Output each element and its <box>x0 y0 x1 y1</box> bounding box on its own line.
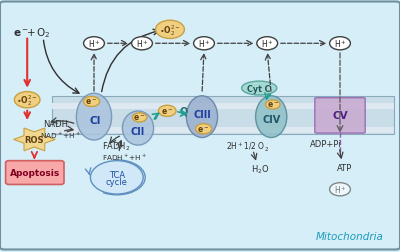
Ellipse shape <box>256 96 287 138</box>
Text: O$_2$: O$_2$ <box>36 26 50 40</box>
Text: Q: Q <box>179 106 188 116</box>
Circle shape <box>84 38 104 51</box>
FancyBboxPatch shape <box>315 98 365 134</box>
Circle shape <box>194 38 214 51</box>
Text: e$^-$: e$^-$ <box>161 107 173 116</box>
Circle shape <box>14 92 40 108</box>
Circle shape <box>257 38 278 51</box>
Text: Cyt C: Cyt C <box>248 84 271 93</box>
Circle shape <box>132 38 152 51</box>
Text: H$^+$: H$^+$ <box>261 38 274 50</box>
Text: H$^+$: H$^+$ <box>88 38 100 50</box>
Text: +: + <box>27 28 36 38</box>
Circle shape <box>266 101 280 110</box>
Text: NADH: NADH <box>44 119 68 129</box>
Text: FADH$_2$: FADH$_2$ <box>102 140 130 153</box>
Circle shape <box>84 97 100 107</box>
Bar <box>52 97 394 135</box>
Bar <box>52 127 394 134</box>
Text: ATP: ATP <box>337 163 352 172</box>
Circle shape <box>196 124 212 134</box>
Text: e$^-$: e$^-$ <box>134 113 146 123</box>
FancyBboxPatch shape <box>0 3 400 249</box>
Polygon shape <box>14 129 55 151</box>
Text: ADP+Pi: ADP+Pi <box>310 139 342 148</box>
Text: $\bullet$O$_2^{2-}$: $\bullet$O$_2^{2-}$ <box>159 23 181 38</box>
Text: H$^+$: H$^+$ <box>334 184 346 195</box>
Text: CIII: CIII <box>193 110 211 120</box>
Text: CII: CII <box>131 126 145 136</box>
Ellipse shape <box>76 94 112 141</box>
Text: Apoptosis: Apoptosis <box>10 168 60 177</box>
Text: $\bullet$O$_2^{2-}$: $\bullet$O$_2^{2-}$ <box>16 93 38 108</box>
Text: H$^+$: H$^+$ <box>198 38 210 50</box>
Circle shape <box>156 21 184 39</box>
Circle shape <box>330 38 350 51</box>
Text: e$^-$: e$^-$ <box>13 28 29 39</box>
Circle shape <box>132 113 147 122</box>
Text: e$^-$: e$^-$ <box>198 124 210 134</box>
Ellipse shape <box>242 82 277 96</box>
Text: cycle: cycle <box>106 177 128 186</box>
Text: e$^-$: e$^-$ <box>86 97 98 107</box>
Text: 2H$^+$1/2 O$_2$: 2H$^+$1/2 O$_2$ <box>226 140 269 153</box>
Text: ROS: ROS <box>25 135 44 144</box>
Text: FADH$^+$+H$^+$: FADH$^+$+H$^+$ <box>102 152 147 162</box>
Circle shape <box>330 183 350 196</box>
Text: CIV: CIV <box>262 115 280 125</box>
Circle shape <box>90 161 143 194</box>
Text: Mitochondria: Mitochondria <box>316 231 384 241</box>
Text: e$^-$: e$^-$ <box>267 100 279 110</box>
FancyBboxPatch shape <box>6 161 64 185</box>
Ellipse shape <box>186 96 218 138</box>
Bar <box>52 103 394 110</box>
Text: H$_2$O: H$_2$O <box>251 163 269 175</box>
Text: TCA: TCA <box>109 170 125 179</box>
Circle shape <box>158 106 176 117</box>
Ellipse shape <box>122 111 154 146</box>
Text: H$^+$: H$^+$ <box>136 38 148 50</box>
Text: NAD$^+$+H$^+$: NAD$^+$+H$^+$ <box>40 130 81 140</box>
Text: H$^+$: H$^+$ <box>334 38 346 50</box>
Text: CV: CV <box>332 110 348 120</box>
Text: CI: CI <box>90 115 101 125</box>
